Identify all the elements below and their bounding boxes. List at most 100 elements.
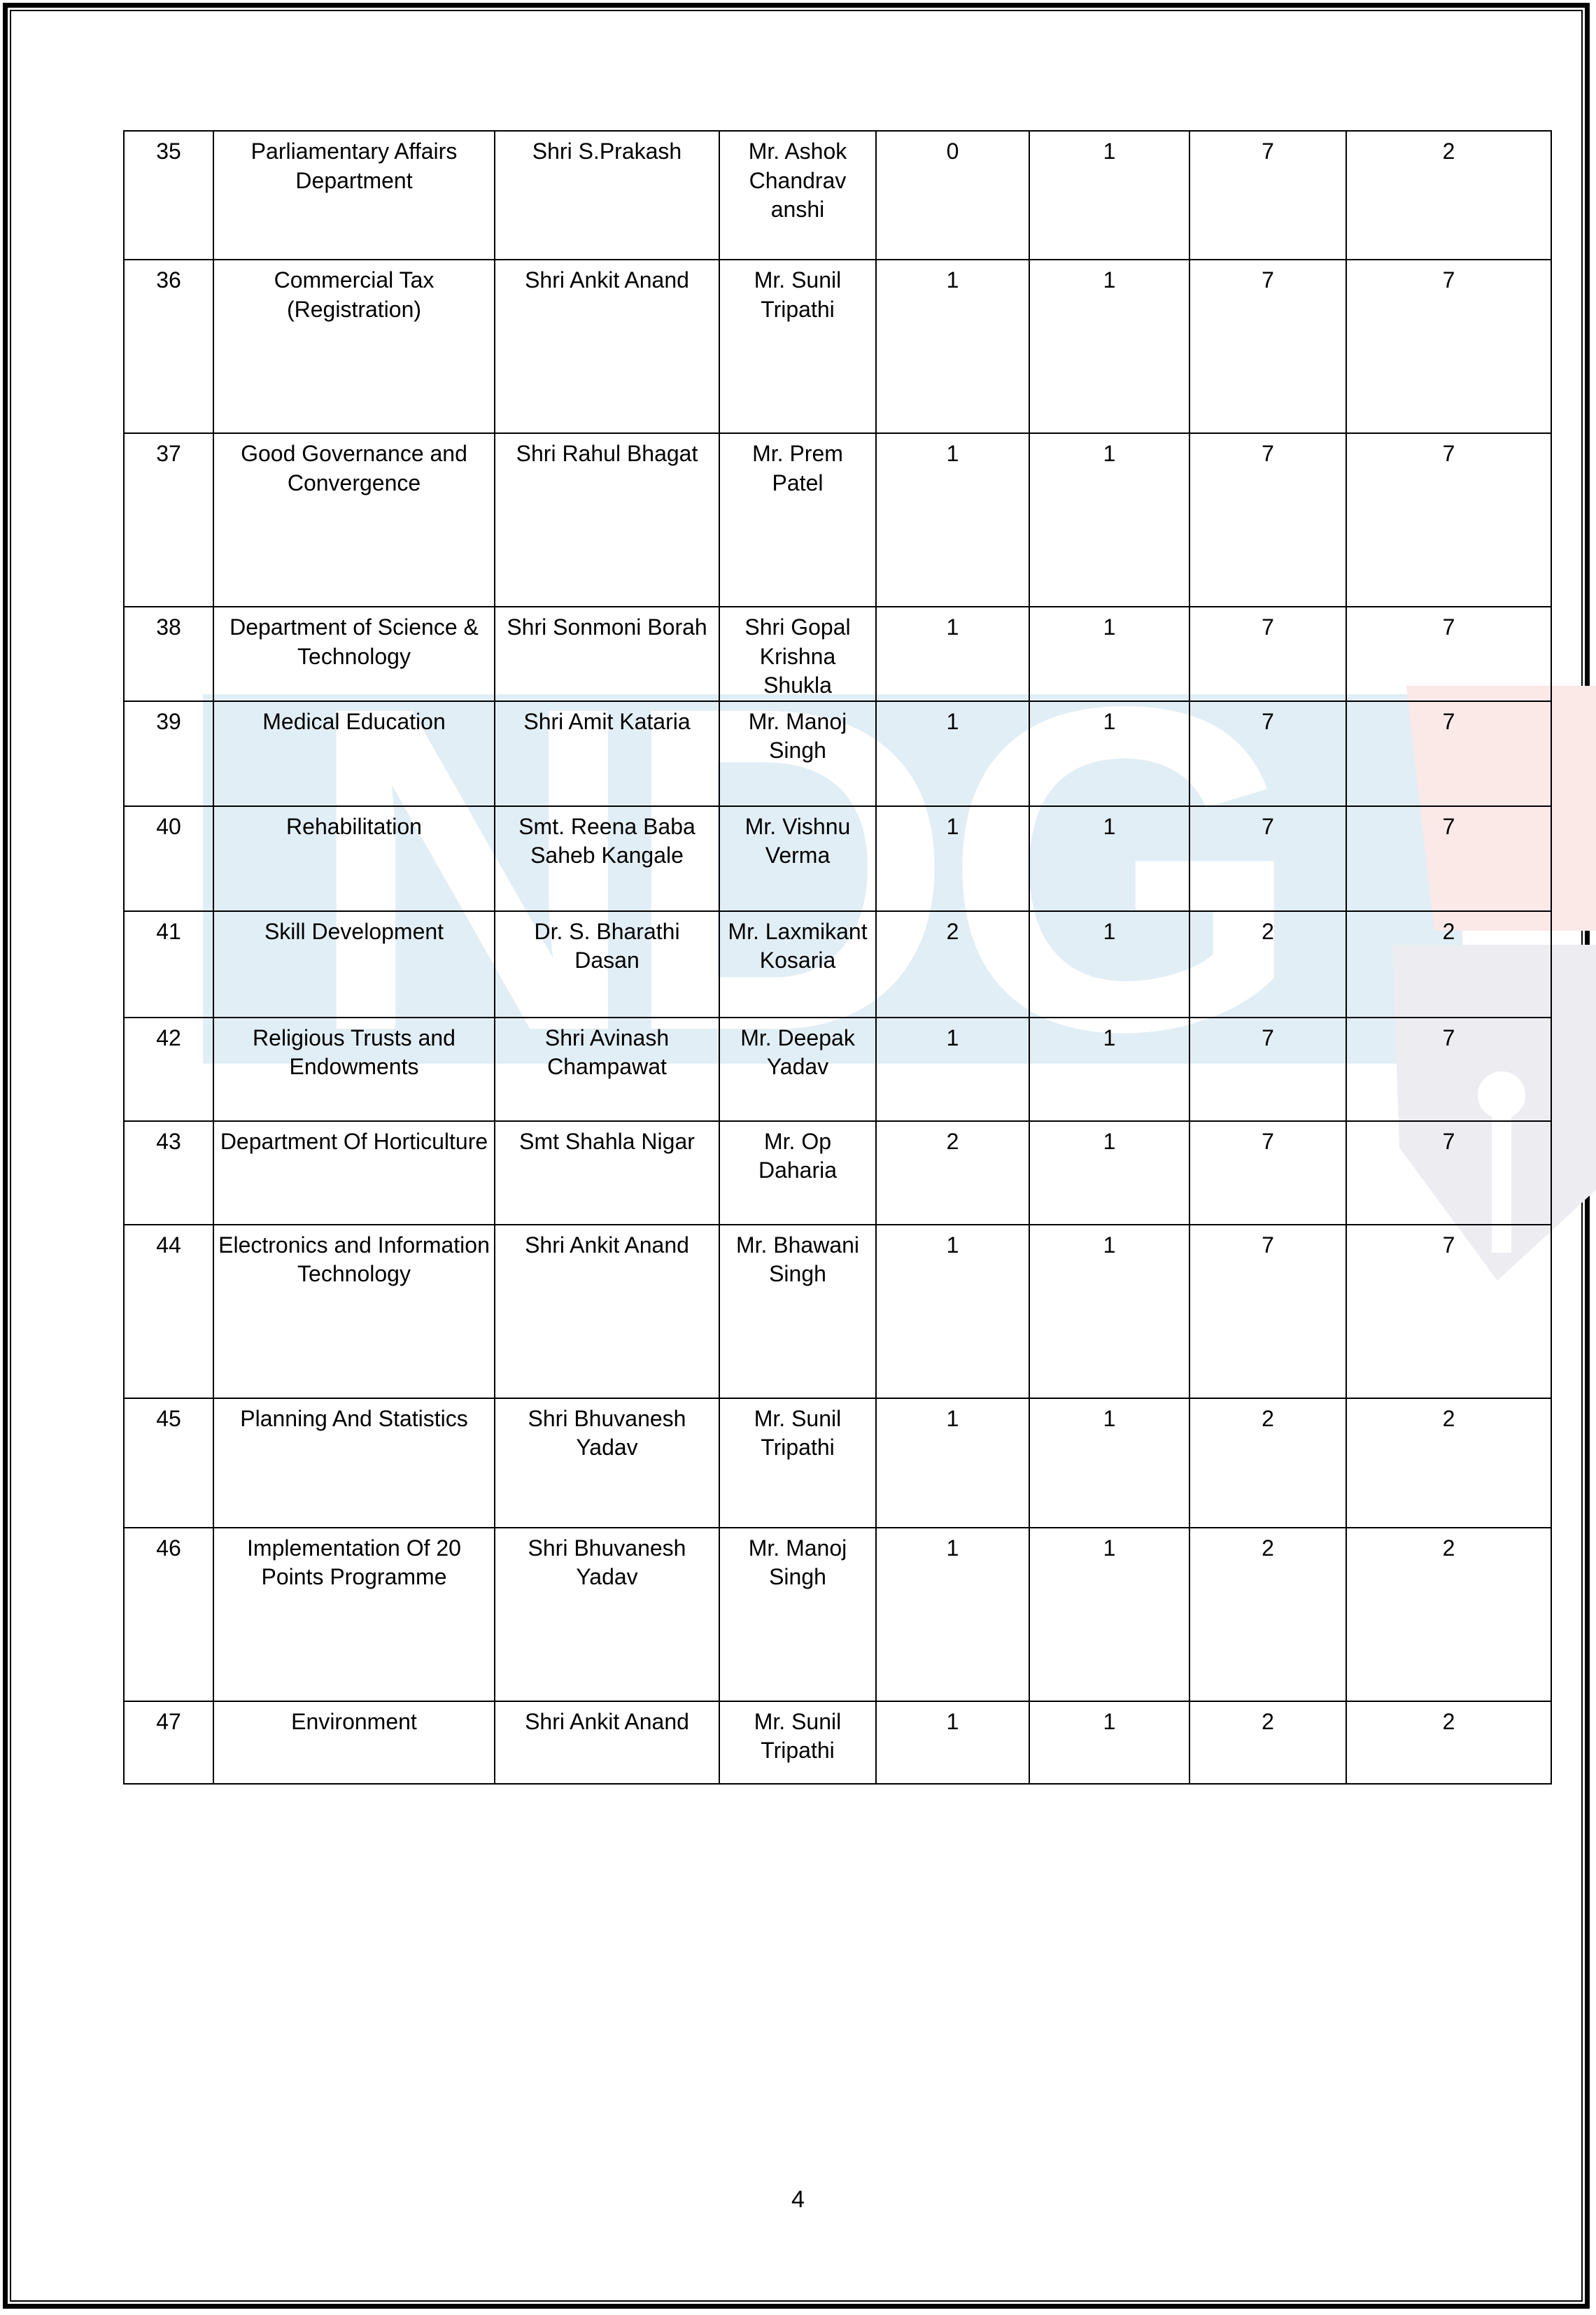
- table-row: 36 Commercial Tax (Registration) Shri An…: [123, 259, 1552, 434]
- cell-assistant: Shri Gopal Krishna Shukla: [719, 606, 877, 702]
- cell-serial-number: 41: [123, 910, 214, 1018]
- cell-count-4: 7: [1346, 1120, 1552, 1225]
- cell-count-4: 7: [1346, 1223, 1552, 1399]
- cell-serial-number: 35: [123, 130, 214, 260]
- cell-count-3: 7: [1189, 1016, 1347, 1122]
- cell-department: Environment: [213, 1700, 495, 1785]
- cell-nodal-officer: Shri Bhuvanesh Yadav: [494, 1526, 720, 1702]
- table-row: 43 Department Of Horticulture Smt Shahla…: [123, 1120, 1552, 1225]
- cell-serial-number: 46: [123, 1526, 214, 1702]
- page-number: 4: [791, 2186, 805, 2213]
- cell-count-2: 1: [1029, 606, 1190, 702]
- cell-count-2: 1: [1029, 1397, 1190, 1528]
- table-row: 40 Rehabilitation Smt. Reena Baba Saheb …: [123, 805, 1552, 912]
- cell-assistant: Mr. Laxmikant Kosaria: [719, 910, 877, 1018]
- cell-department[interactable]: Medical Education: [213, 700, 495, 807]
- cell-count-1: 1: [875, 259, 1030, 434]
- cell-count-2: 1: [1029, 910, 1190, 1018]
- cell-count-1: 1: [875, 606, 1030, 702]
- cell-serial-number: 38: [123, 606, 214, 702]
- cell-department: Religious Trusts and Endowments: [213, 1016, 495, 1122]
- cell-count-3: 7: [1189, 259, 1347, 434]
- cell-nodal-officer: Shri Bhuvanesh Yadav: [494, 1397, 720, 1528]
- cell-serial-number: 36: [123, 259, 214, 434]
- cell-count-2: 1: [1029, 805, 1190, 912]
- cell-serial-number: 37: [123, 432, 214, 607]
- cell-count-1: 1: [875, 1016, 1030, 1122]
- table-row: 42 Religious Trusts and Endowments Shri …: [123, 1016, 1552, 1122]
- cell-department: Parliamentary Affairs Department: [213, 130, 495, 260]
- department-nodal-officer-table: 35 Parliamentary Affairs Department Shri…: [123, 130, 1552, 1785]
- cell-count-4: 2: [1346, 130, 1552, 260]
- cell-count-2: 1: [1029, 1016, 1190, 1122]
- table-row: 44 Electronics and Information Technolog…: [123, 1223, 1552, 1399]
- cell-nodal-officer: Shri Ankit Anand: [494, 1223, 720, 1399]
- cell-count-1: 1: [875, 700, 1030, 807]
- cell-nodal-officer: Shri Avinash Champawat: [494, 1016, 720, 1122]
- cell-serial-number: 47: [123, 1700, 214, 1785]
- cell-department: Skill Development: [213, 910, 495, 1018]
- cell-count-4: 2: [1346, 1397, 1552, 1528]
- cell-serial-number: 43: [123, 1120, 214, 1225]
- cell-count-2: 1: [1029, 1223, 1190, 1399]
- table-row: 41 Skill Development Dr. S. Bharathi Das…: [123, 910, 1552, 1018]
- cell-serial-number: 39: [123, 700, 214, 807]
- cell-assistant: Mr. Manoj Singh: [719, 700, 877, 807]
- table-row: 38 Department of Science & Technology Sh…: [123, 606, 1552, 702]
- cell-count-4: 7: [1346, 805, 1552, 912]
- cell-count-4: 2: [1346, 910, 1552, 1018]
- table-row: 46 Implementation Of 20 Points Programme…: [123, 1526, 1552, 1702]
- cell-assistant: Mr. Manoj Singh: [719, 1526, 877, 1702]
- cell-assistant: Mr. Prem Patel: [719, 432, 877, 607]
- cell-department: Implementation Of 20 Points Programme: [213, 1526, 495, 1702]
- cell-count-4: 7: [1346, 1016, 1552, 1122]
- cell-count-2: 1: [1029, 432, 1190, 607]
- table-row: 45 Planning And Statistics Shri Bhuvanes…: [123, 1397, 1552, 1528]
- cell-count-4: 2: [1346, 1700, 1552, 1785]
- cell-department[interactable]: Department of Science & Technology: [213, 606, 495, 702]
- cell-count-1: 1: [875, 432, 1030, 607]
- cell-nodal-officer: Smt Shahla Nigar: [494, 1120, 720, 1225]
- cell-department: Department Of Horticulture: [213, 1120, 495, 1225]
- cell-nodal-officer: Shri S.Prakash: [494, 130, 720, 260]
- cell-count-4: 7: [1346, 259, 1552, 434]
- table-body: 35 Parliamentary Affairs Department Shri…: [123, 130, 1552, 1785]
- cell-count-2: 1: [1029, 1120, 1190, 1225]
- cell-count-1: 2: [875, 910, 1030, 1018]
- cell-count-4: 7: [1346, 700, 1552, 807]
- cell-department: Rehabilitation: [213, 805, 495, 912]
- cell-count-3: 2: [1189, 910, 1347, 1018]
- cell-assistant: Mr. Ashok Chandrav anshi: [719, 130, 877, 260]
- cell-count-3: 7: [1189, 1120, 1347, 1225]
- cell-count-4: 7: [1346, 606, 1552, 702]
- cell-count-3: 7: [1189, 606, 1347, 702]
- cell-count-4: 2: [1346, 1526, 1552, 1702]
- cell-count-3: 7: [1189, 1223, 1347, 1399]
- cell-count-3: 2: [1189, 1397, 1347, 1528]
- cell-serial-number: 40: [123, 805, 214, 912]
- cell-nodal-officer: Dr. S. Bharathi Dasan: [494, 910, 720, 1018]
- cell-count-1: 1: [875, 1526, 1030, 1702]
- cell-count-3: 2: [1189, 1526, 1347, 1702]
- cell-count-4: 7: [1346, 432, 1552, 607]
- table-row: 37 Good Governance and Convergence Shri …: [123, 432, 1552, 607]
- cell-count-3: 7: [1189, 130, 1347, 260]
- cell-count-1: 1: [875, 1700, 1030, 1785]
- cell-department: Good Governance and Convergence: [213, 432, 495, 607]
- cell-serial-number: 42: [123, 1016, 214, 1122]
- cell-count-1: 0: [875, 130, 1030, 260]
- cell-count-3: 2: [1189, 1700, 1347, 1785]
- cell-count-3: 7: [1189, 432, 1347, 607]
- cell-count-1: 1: [875, 1397, 1030, 1528]
- cell-count-2: 1: [1029, 130, 1190, 260]
- table-row: 47 Environment Shri Ankit Anand Mr. Suni…: [123, 1700, 1552, 1785]
- cell-count-2: 1: [1029, 700, 1190, 807]
- cell-assistant: Mr. Sunil Tripathi: [719, 1397, 877, 1528]
- cell-count-3: 7: [1189, 805, 1347, 912]
- cell-department: Commercial Tax (Registration): [213, 259, 495, 434]
- cell-assistant: Mr. Sunil Tripathi: [719, 259, 877, 434]
- cell-department: Electronics and Information Technology: [213, 1223, 495, 1399]
- table-row: 39 Medical Education Shri Amit Kataria M…: [123, 700, 1552, 807]
- cell-count-3: 7: [1189, 700, 1347, 807]
